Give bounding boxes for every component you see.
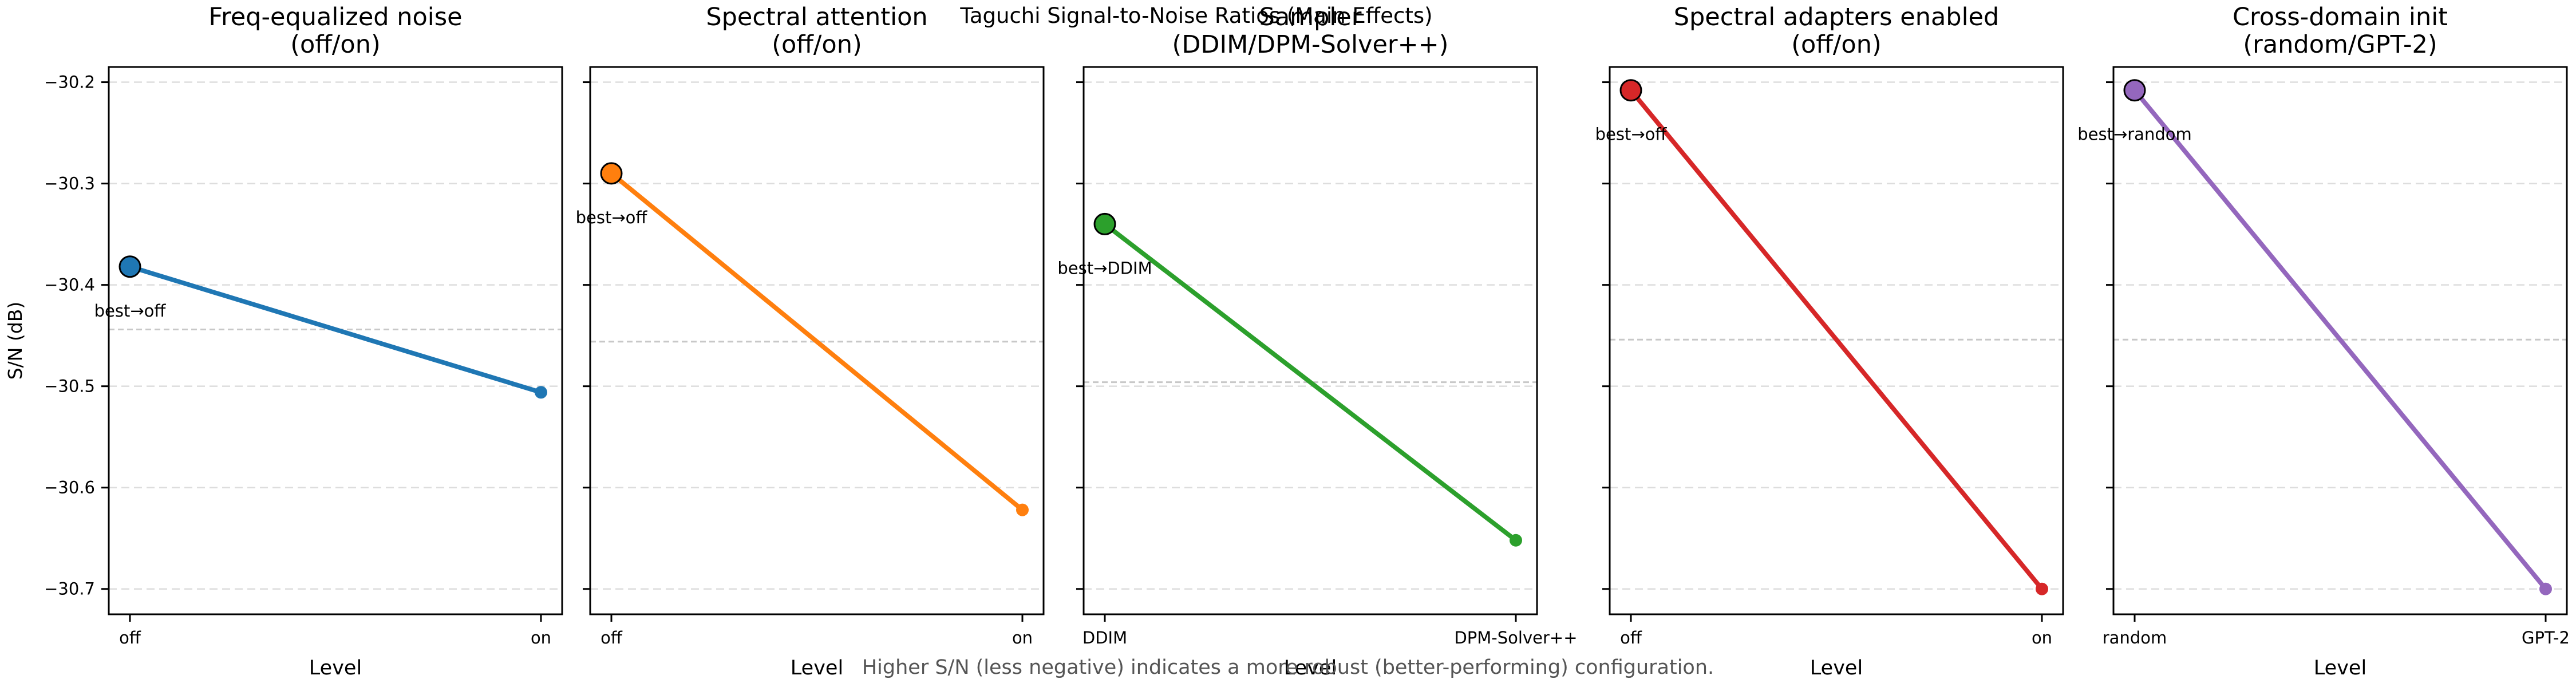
panel-title: (random/GPT-2) bbox=[2243, 30, 2437, 59]
axes-frame bbox=[1082, 66, 1538, 615]
data-point bbox=[2539, 582, 2552, 595]
best-point bbox=[2123, 79, 2146, 102]
series-line bbox=[2132, 89, 2548, 591]
best-label: best→random bbox=[2077, 125, 2192, 144]
panel-title: Spectral attention bbox=[706, 3, 927, 31]
panel-title: Spectral adapters enabled bbox=[1674, 3, 2000, 31]
x-tick-label: on bbox=[531, 628, 551, 647]
x-tick-label: off bbox=[119, 628, 141, 647]
panel-2: best→off off on Level Spectral attention(off… bbox=[576, 3, 1045, 680]
panel-title: Freq-equalized noise bbox=[208, 3, 462, 31]
y-tick-label: −30.4 bbox=[44, 275, 95, 295]
data-point bbox=[2036, 582, 2048, 595]
axes-frame bbox=[2112, 66, 2568, 615]
x-tick-label: random bbox=[2103, 628, 2167, 647]
y-tick-label: −30.3 bbox=[44, 174, 95, 194]
y-axis-label: S/N (dB) bbox=[4, 302, 26, 380]
best-label: best→off bbox=[1595, 125, 1668, 144]
x-tick-label: on bbox=[2032, 628, 2052, 647]
panel-1: best→off −30.2 −30.3 −30.4 −30.5 −30.6 −30.7 of… bbox=[4, 3, 563, 680]
data-point bbox=[1510, 534, 1522, 547]
figure-footnote: Higher S/N (less negative) indicates a m… bbox=[862, 656, 1714, 679]
x-axis-label: Level bbox=[2314, 657, 2366, 680]
series-line bbox=[129, 264, 542, 395]
x-tick-label: off bbox=[1620, 628, 1642, 647]
series-line bbox=[610, 171, 1024, 512]
x-tick-label: DDIM bbox=[1082, 628, 1127, 647]
best-label: best→off bbox=[94, 301, 167, 321]
axes-frame bbox=[589, 66, 1045, 615]
best-point bbox=[1619, 79, 1642, 102]
panel-title: (DDIM/DPM-Solver++) bbox=[1172, 30, 1449, 59]
best-point bbox=[1093, 212, 1116, 235]
panel-title: (off/on) bbox=[1791, 30, 1882, 59]
best-label: best→off bbox=[576, 208, 648, 227]
x-tick-label: on bbox=[1012, 628, 1033, 647]
panel-4: best→off off on Level Spectral adapters enab… bbox=[1595, 3, 2064, 680]
x-tick-label: DPM-Solver++ bbox=[1454, 628, 1577, 647]
series-line bbox=[1103, 222, 1518, 542]
panel-3: best→DDIM DDIM DPM-Solver++ Level Sampler(DD… bbox=[1057, 3, 1577, 680]
panel-title: (off/on) bbox=[290, 30, 381, 59]
axes-frame bbox=[108, 66, 563, 615]
best-point bbox=[600, 162, 623, 185]
series-line bbox=[1629, 89, 2044, 591]
y-tick-label: −30.6 bbox=[44, 478, 95, 498]
best-label: best→DDIM bbox=[1057, 258, 1152, 278]
figure-suptitle: Taguchi Signal-to-Noise Ratios (Main Eff… bbox=[959, 3, 1432, 28]
x-axis-label: Level bbox=[791, 657, 843, 680]
data-point bbox=[535, 386, 547, 399]
x-axis-label: Level bbox=[1810, 657, 1863, 680]
best-point bbox=[118, 255, 141, 278]
x-tick-label: GPT-2 bbox=[2522, 628, 2570, 647]
chart-panels: best→off −30.2 −30.3 −30.4 −30.5 −30.6 −30.7 of… bbox=[4, 3, 2570, 680]
y-tick-label: −30.7 bbox=[44, 579, 95, 599]
x-axis-label: Level bbox=[1284, 657, 1337, 680]
axes-frame bbox=[1609, 66, 2064, 615]
panel-title: (off/on) bbox=[772, 30, 862, 59]
data-point bbox=[1016, 503, 1029, 516]
panel-title: Sampler bbox=[1259, 3, 1362, 31]
y-tick-label: −30.5 bbox=[44, 377, 95, 396]
y-tick-label: −30.2 bbox=[44, 73, 95, 92]
x-tick-label: off bbox=[600, 628, 623, 647]
x-axis-label: Level bbox=[309, 657, 362, 680]
panel-5: best→random random GPT-2 Level Cross-domain … bbox=[2077, 3, 2570, 680]
panel-title: Cross-domain init bbox=[2233, 3, 2448, 31]
